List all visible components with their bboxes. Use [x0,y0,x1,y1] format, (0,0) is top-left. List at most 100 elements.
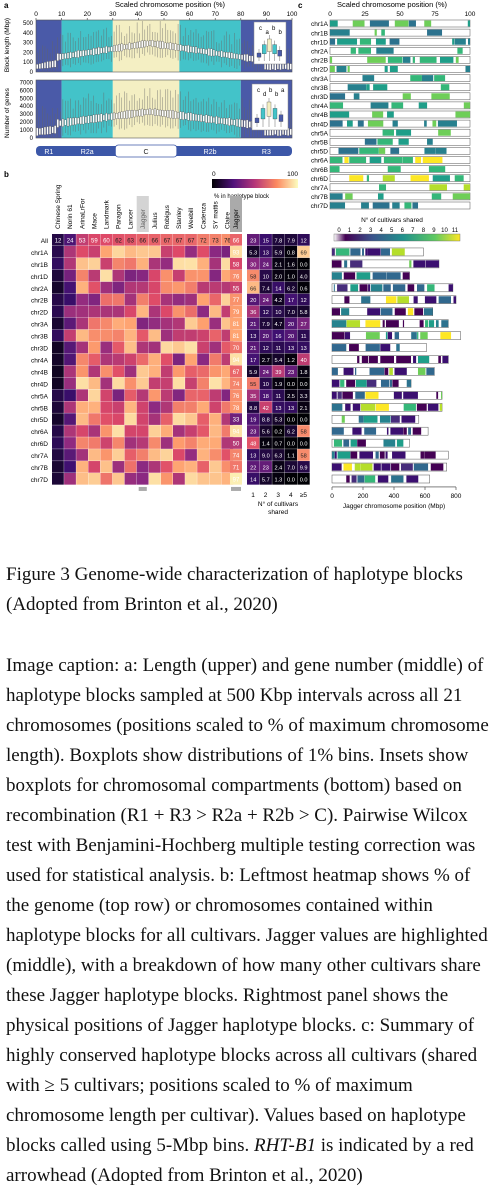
jagger-block [424,451,436,459]
conserved-block [439,56,454,63]
boxplot-box [246,119,249,129]
heatmap-cell [221,473,234,485]
heatmap-cell [88,389,101,401]
heatmap-cell [88,281,101,294]
jagger-block [382,320,385,328]
shared-cell [297,389,310,401]
heatmap-cell [136,281,149,294]
boxplot-box [159,40,162,49]
heatmap-cell [88,257,101,270]
jagger-block [391,475,404,483]
conserved-block [387,166,401,173]
conserved-block [364,138,377,145]
conserved-block [361,202,369,209]
shared-tick: 2 [264,492,268,499]
conserved-block [432,175,450,182]
jagger-block [365,320,381,328]
heatmap-cell [100,461,113,473]
jagger-block [350,248,361,256]
heatmap-cell [197,341,209,354]
shared-cell [247,401,260,413]
shared-value-label: 39 [275,370,281,376]
boxplot-box [184,45,187,52]
jagger-block [333,439,343,447]
jagger-block [389,379,393,387]
y-tick-label: 1000 [20,128,34,134]
boxplot-box [248,121,251,128]
boxplot-box [156,40,159,48]
conserved-block [344,157,349,163]
boxplot-box [120,43,123,52]
shared-value-label: 27 [300,322,306,328]
boxplot-box [241,119,244,128]
shared-value-label: 0.0 [300,382,308,388]
heatmap-cell [112,377,125,390]
heatmap-cell [64,413,76,425]
boxplot-box [246,53,249,62]
jagger-block [365,332,380,340]
shared-value-label: 23 [263,466,269,472]
shared-cell [284,425,298,437]
shared-breakdown-heatmap: 23 15 7.8 7.9 12 5.3 13 5.9 0.8 69 30 24 2.1 1.6 0.0 58… [247,234,310,485]
jagger-block [333,284,335,292]
chromosome-label: chr1A [311,21,329,28]
heatmap-cell [112,461,125,473]
shared-cell [272,245,285,258]
conserved-block [346,120,353,127]
chromosome-label: chr2A [311,49,329,56]
shared-cell [297,293,310,306]
all-value-label: 66 [139,238,146,244]
jagger-marker [138,486,147,491]
jagger-block [397,296,409,304]
heatmap-cell [64,353,76,366]
shared-value-label: 20 [263,334,269,340]
boxplot-box [74,51,77,58]
heatmap-cell [185,449,197,461]
heatmap-cell [52,257,64,270]
conserved-block [377,193,384,200]
heatmap-cell [88,377,101,390]
boxplot-box [110,112,113,121]
shared-value-label: 15 [263,238,269,244]
chromosome-track [329,183,471,192]
row-label: chr1D [31,274,49,281]
jagger-value-label: 76 [233,274,240,280]
shared-cell [272,257,285,270]
boxplot-box [276,63,279,70]
boxplot-box [248,55,251,62]
boxplot-box [230,119,233,126]
chromosome-track [329,110,471,119]
shared-value-label: 1.4 [262,442,270,448]
heatmap-cell [197,425,209,437]
shared-cell [259,461,272,473]
heatmap-cell [197,437,209,449]
inset-box [277,50,282,57]
right-scale-tick: 5 [390,228,394,234]
heatmap-cell [76,353,88,366]
boxplot-box [225,118,228,125]
conserved-block [398,138,409,145]
shared-value-label: 21 [250,346,256,352]
heatmap-cell [209,401,222,413]
boxplot-box [243,120,246,128]
x-tick-label: 10 [58,11,66,18]
heatmap-cell [221,305,234,318]
conserved-block [381,29,385,36]
jagger-block [346,320,361,328]
jagger-block [430,463,444,471]
jagger-block [403,391,418,399]
boxplot-box [87,115,90,124]
shared-cell [284,305,298,318]
heatmap-cell [148,377,161,390]
cultivar-label: Robigus [164,204,171,229]
boxplot-box [61,118,64,127]
jagger-block [368,284,371,292]
conserved-block [375,38,386,45]
heatmap-cell [100,353,113,366]
boxplot-box [51,126,54,134]
heatmap-cell [88,425,101,437]
jagger-value-label: 74 [233,454,240,460]
boxplot-box [164,42,167,49]
boxplot-box [230,52,233,59]
jagger-block [420,332,428,340]
